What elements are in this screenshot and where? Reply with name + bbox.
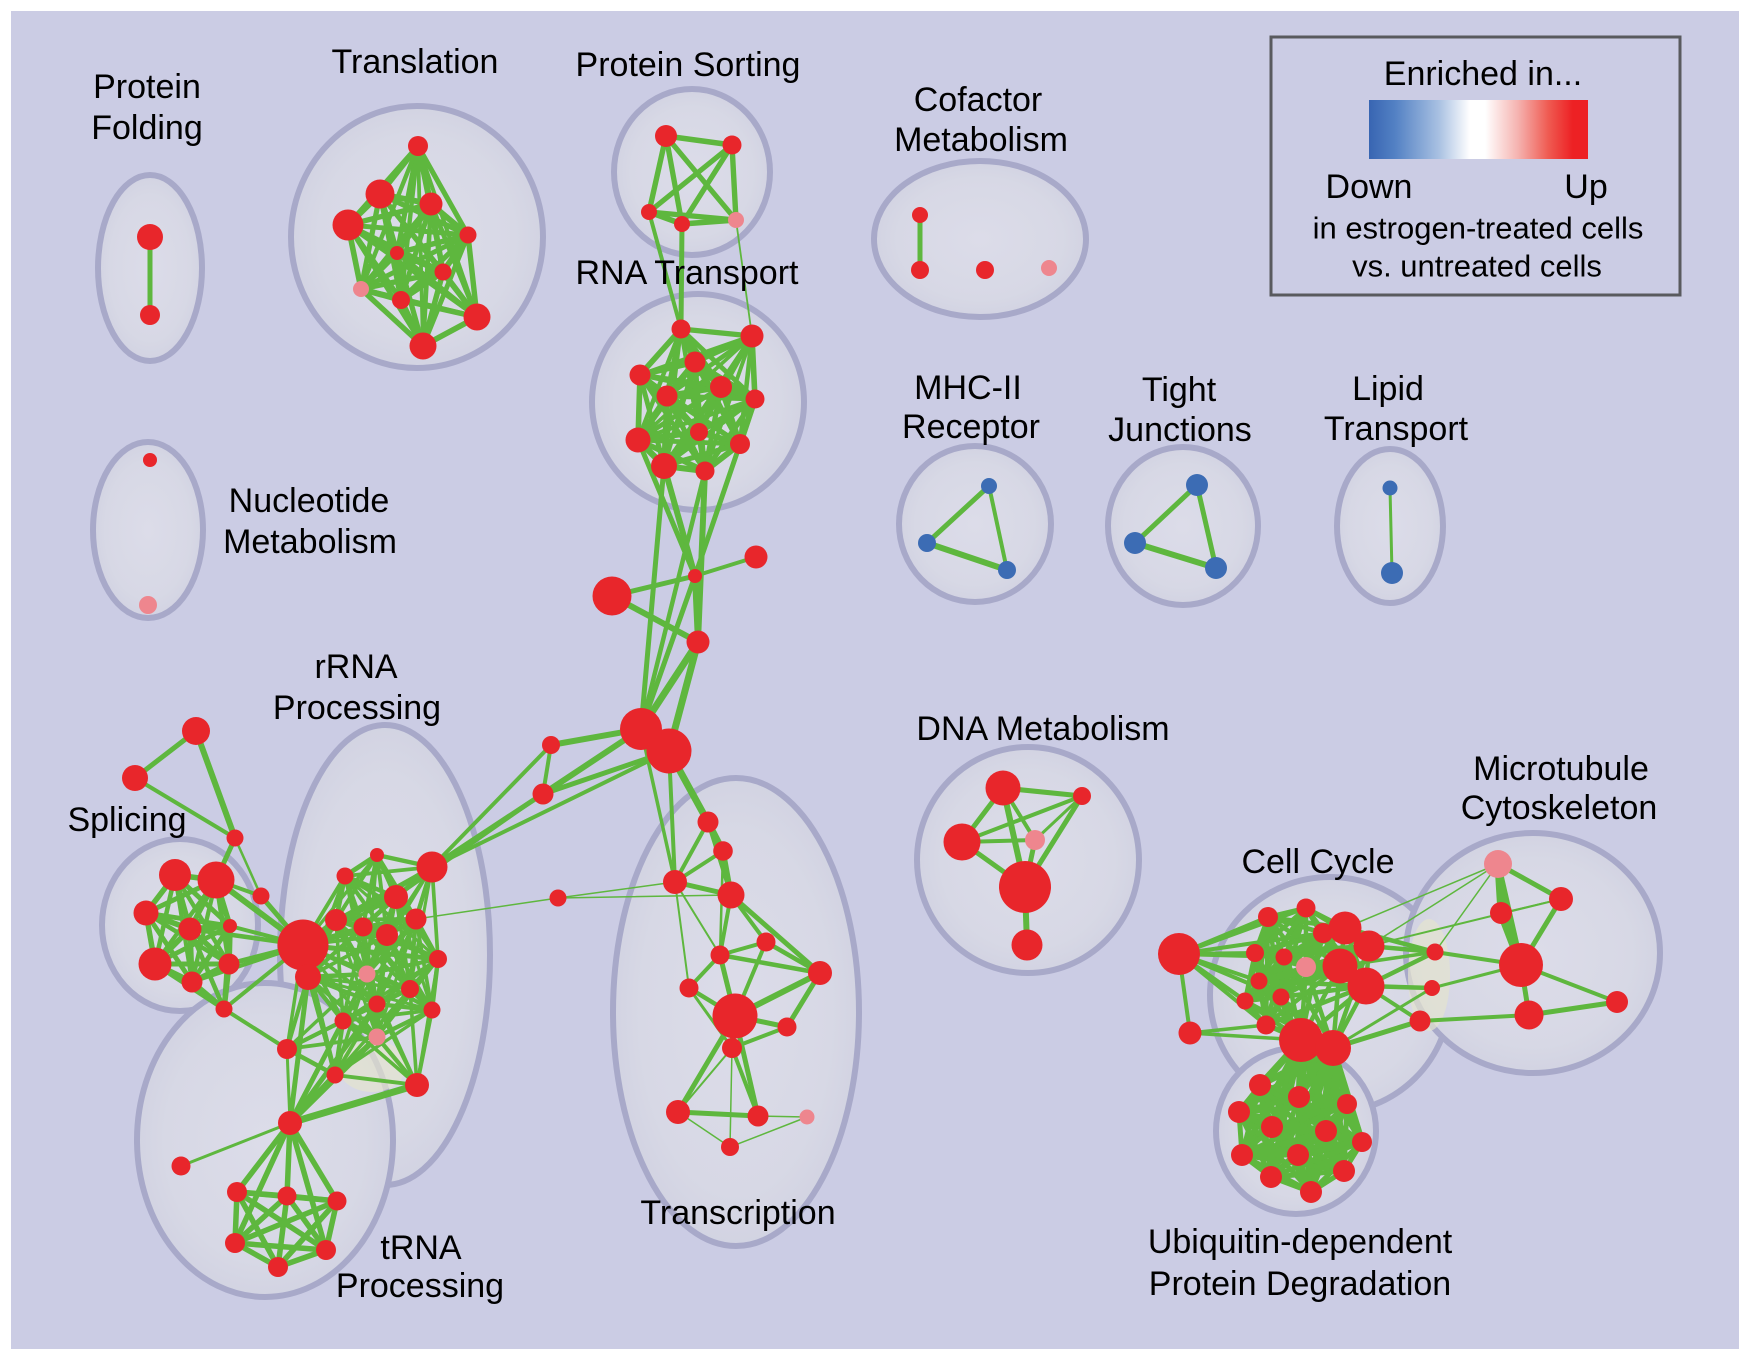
svg-text:vs. untreated cells: vs. untreated cells (1352, 249, 1602, 284)
svg-text:Cytoskeleton: Cytoskeleton (1461, 789, 1658, 827)
svg-text:Metabolism: Metabolism (223, 523, 397, 561)
svg-text:tRNA: tRNA (380, 1229, 462, 1267)
svg-text:Metabolism: Metabolism (894, 121, 1068, 159)
svg-text:Cell Cycle: Cell Cycle (1241, 843, 1394, 881)
svg-text:Cofactor: Cofactor (914, 81, 1043, 119)
svg-text:Protein: Protein (93, 68, 201, 106)
svg-text:Folding: Folding (91, 109, 203, 147)
svg-text:Transport: Transport (1324, 410, 1469, 448)
svg-text:Tight: Tight (1142, 371, 1217, 409)
svg-text:MHC-II: MHC-II (914, 369, 1022, 407)
svg-text:Microtubule: Microtubule (1473, 750, 1649, 788)
svg-text:Processing: Processing (336, 1267, 504, 1305)
svg-text:Transcription: Transcription (640, 1194, 835, 1232)
svg-text:Splicing: Splicing (67, 801, 186, 839)
svg-text:Processing: Processing (273, 689, 441, 727)
svg-text:Receptor: Receptor (902, 408, 1040, 446)
svg-text:Enriched in...: Enriched in... (1384, 55, 1582, 93)
svg-text:Translation: Translation (332, 43, 499, 81)
svg-text:Ubiquitin-dependent: Ubiquitin-dependent (1148, 1223, 1453, 1261)
svg-text:rRNA: rRNA (314, 648, 397, 686)
svg-text:Up: Up (1564, 168, 1607, 206)
svg-text:Junctions: Junctions (1108, 411, 1252, 449)
svg-text:RNA Transport: RNA Transport (576, 254, 800, 292)
svg-text:DNA Metabolism: DNA Metabolism (916, 710, 1169, 748)
svg-text:Nucleotide: Nucleotide (229, 482, 390, 520)
svg-text:in estrogen-treated cells: in estrogen-treated cells (1313, 211, 1644, 246)
svg-text:Down: Down (1326, 168, 1413, 206)
svg-text:Protein Sorting: Protein Sorting (576, 46, 801, 84)
svg-text:Lipid: Lipid (1352, 370, 1424, 408)
svg-text:Protein Degradation: Protein Degradation (1149, 1265, 1451, 1303)
